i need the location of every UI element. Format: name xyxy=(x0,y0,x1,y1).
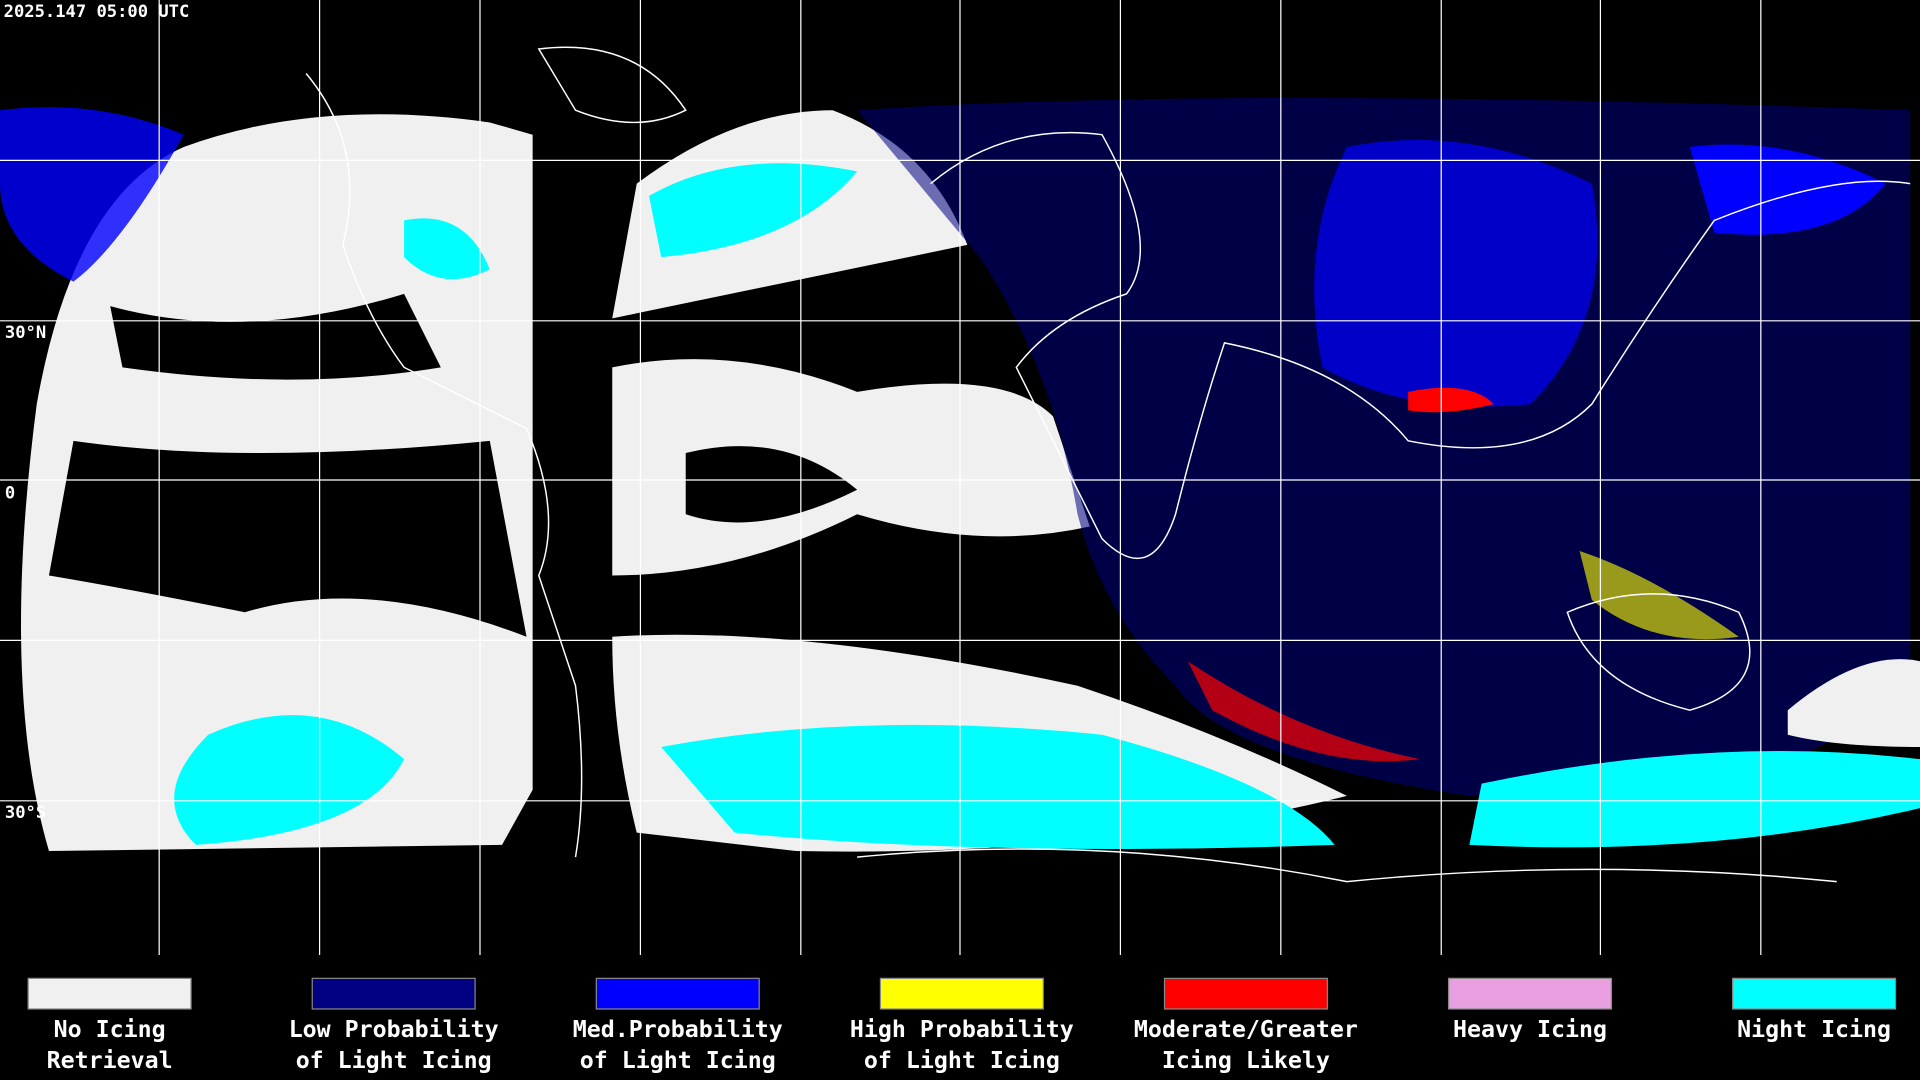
legend-label: High Probability xyxy=(850,1016,1074,1043)
latitude-label: 30°N xyxy=(5,323,46,343)
legend-label: Icing Likely xyxy=(1162,1047,1330,1074)
med-probability-area xyxy=(1689,144,1886,235)
legend-item: Night Icing xyxy=(1732,977,1897,1043)
map-field xyxy=(0,97,1920,852)
coastline xyxy=(857,848,1837,883)
latitude-label: 0 xyxy=(5,483,15,503)
legend-label: Moderate/Greater xyxy=(1134,1016,1358,1043)
legend: No Icing Retrieval Low Probability of Light… xyxy=(27,977,1897,1074)
coastline xyxy=(305,72,583,858)
legend-swatch xyxy=(879,977,1044,1010)
legend-item: Low Probability of Light Icing xyxy=(289,977,499,1074)
legend-item: Med.Probability of Light Icing xyxy=(573,977,783,1074)
legend-label: Heavy Icing xyxy=(1453,1016,1607,1043)
night-icing-area xyxy=(661,724,1335,849)
coastline xyxy=(537,46,687,124)
night-icing-area xyxy=(404,218,490,280)
legend-swatch xyxy=(27,977,192,1010)
legend-item: Moderate/Greater Icing Likely xyxy=(1134,977,1358,1074)
legend-swatch xyxy=(311,977,476,1010)
night-icing-area xyxy=(1469,751,1920,848)
clear-area xyxy=(110,293,441,380)
high-probability-area xyxy=(1579,551,1739,640)
clear-area xyxy=(685,446,858,523)
coastline xyxy=(930,131,1911,560)
legend-swatch xyxy=(1732,977,1897,1010)
legend-label: of Light Icing xyxy=(580,1047,776,1074)
coastline xyxy=(1566,593,1751,711)
legend-label: of Light Icing xyxy=(296,1047,492,1074)
legend-label: Night Icing xyxy=(1737,1016,1891,1043)
legend-label: No Icing xyxy=(54,1016,166,1043)
moderate-area xyxy=(1408,387,1494,413)
legend-label: Low Probability xyxy=(289,1016,499,1043)
legend-item: Heavy Icing xyxy=(1447,977,1613,1043)
coastlines xyxy=(305,46,1911,883)
clear-area xyxy=(48,440,527,637)
latitude-label: 30°S xyxy=(5,803,46,823)
legend-panel xyxy=(0,955,1920,1080)
timestamp: 2025.147 05:00 UTC xyxy=(4,2,190,22)
night-icing-area xyxy=(648,163,858,258)
med-probability-area xyxy=(0,107,184,282)
no-icing-area xyxy=(1787,659,1920,747)
legend-item: No Icing Retrieval xyxy=(27,977,192,1074)
legend-label: of Light Icing xyxy=(864,1047,1060,1074)
night-icing-area xyxy=(174,715,405,845)
legend-label: Retrieval xyxy=(47,1047,173,1074)
legend-label: Med.Probability xyxy=(573,1016,783,1043)
moderate-area xyxy=(1187,661,1421,762)
legend-swatch xyxy=(1447,977,1613,1010)
med-probability-area xyxy=(1314,139,1598,407)
graticule xyxy=(0,0,1920,956)
legend-swatch xyxy=(1163,977,1328,1010)
legend-swatch xyxy=(595,977,760,1010)
legend-item: High Probability of Light Icing xyxy=(850,977,1074,1074)
